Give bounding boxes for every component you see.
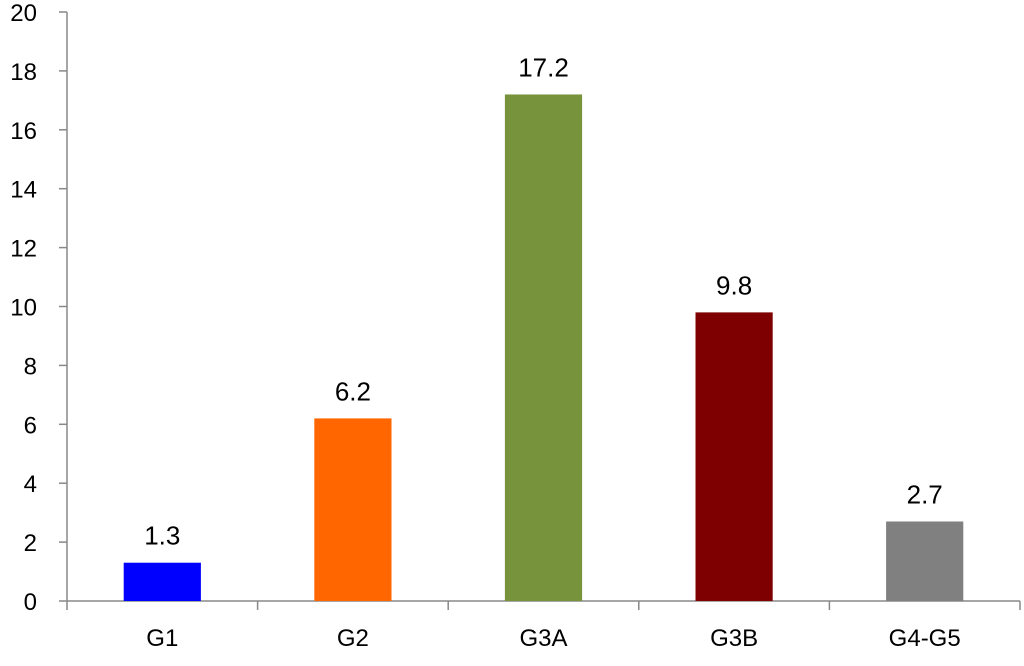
x-category-label: G4-G5 — [889, 625, 961, 652]
y-tick-label: 14 — [10, 177, 37, 204]
x-category-label: G1 — [146, 625, 178, 652]
y-tick-label: 20 — [10, 0, 37, 27]
y-tick-label: 12 — [10, 236, 37, 263]
x-axis: G1 G2 G3A G3B G4-G5 — [66, 600, 1021, 652]
bar-g3b — [695, 312, 773, 601]
y-axis: 0 2 4 6 8 10 12 14 16 18 20 — [10, 0, 68, 616]
data-label: 6.2 — [335, 376, 371, 406]
bar-g3a — [504, 94, 583, 602]
y-tick-label: 10 — [10, 295, 37, 322]
y-tick-label: 4 — [24, 471, 37, 498]
x-category-label: G3B — [710, 625, 758, 652]
y-tick-label: 8 — [24, 353, 37, 380]
bars — [123, 94, 964, 602]
data-label: 1.3 — [144, 521, 180, 551]
x-category-label: G2 — [337, 625, 369, 652]
x-category-label: G3A — [519, 625, 567, 652]
data-labels: 1.3 6.2 17.2 9.8 2.7 — [144, 52, 943, 550]
bar-g1 — [123, 562, 201, 601]
data-label: 9.8 — [716, 270, 752, 300]
y-tick-label: 2 — [24, 530, 37, 557]
y-tick-label: 16 — [10, 118, 37, 145]
bar-g2 — [314, 418, 392, 601]
data-label: 17.2 — [518, 52, 569, 82]
y-tick-label: 0 — [24, 589, 37, 616]
y-tick-label: 6 — [24, 412, 37, 439]
y-tick-label: 18 — [10, 59, 37, 86]
bar-g4-g5 — [886, 521, 964, 601]
data-label: 2.7 — [907, 479, 943, 509]
